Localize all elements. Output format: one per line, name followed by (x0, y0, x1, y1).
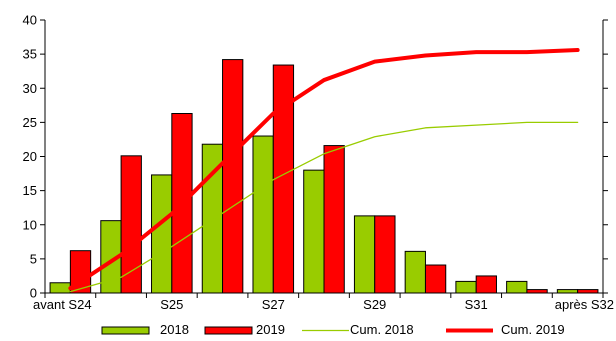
line-cum-2019 (68, 48, 580, 291)
bar-2019 (475, 275, 497, 294)
x-tick-label: S27 (262, 297, 285, 312)
bar-2019 (222, 59, 244, 294)
bar-2018 (556, 289, 579, 294)
bars (49, 59, 599, 294)
bar-2019 (526, 289, 548, 294)
line-cum-2018 (69, 121, 579, 293)
legend-swatch-2019 (204, 326, 253, 335)
bar-2018 (151, 174, 173, 294)
bar-2019 (374, 215, 396, 294)
bar-2019 (577, 289, 599, 294)
x-tick-label: après S32 (555, 297, 614, 312)
y-tick-label: 0 (30, 286, 37, 301)
legend-label: Cum. 2019 (501, 322, 565, 337)
y-tick-label: 15 (23, 183, 37, 198)
y-tick-label: 30 (23, 81, 37, 96)
legend: 2018 2019 Cum. 2018 Cum. 2019 (101, 322, 565, 337)
bar-2018 (455, 280, 477, 294)
bar-2018 (252, 135, 274, 294)
bar-2019 (120, 155, 142, 294)
y-tick-label: 5 (30, 251, 37, 266)
x-tick-label: avant S24 (33, 297, 92, 312)
legend-swatch-2018 (101, 326, 150, 335)
bar-2018 (49, 282, 71, 294)
bar-2018 (404, 250, 426, 294)
y-tick-label: 20 (23, 149, 37, 164)
bar-2018 (506, 280, 528, 294)
bar-2019 (272, 64, 295, 294)
x-axis: avant S24 S25 S27 S29 S31 après S32 (33, 292, 614, 312)
y-tick-label: 35 (23, 47, 37, 62)
x-tick-label: S29 (363, 297, 386, 312)
legend-label: 2018 (160, 322, 189, 337)
legend-label: Cum. 2018 (350, 322, 414, 337)
x-tick-label: S31 (465, 297, 488, 312)
bar-2018 (303, 169, 325, 294)
bar-2019 (323, 145, 345, 294)
y-tick-label: 40 (23, 13, 37, 28)
y-axis-right (602, 19, 608, 294)
series-lines (68, 48, 580, 293)
legend-label: 2019 (256, 322, 285, 337)
x-tick-label: S25 (160, 297, 183, 312)
y-axis-left: 0 5 10 15 20 25 30 35 40 (23, 13, 46, 301)
bar-2018 (353, 215, 376, 294)
y-tick-label: 25 (23, 115, 37, 130)
bar-2019 (424, 264, 447, 294)
y-tick-label: 10 (23, 217, 37, 232)
